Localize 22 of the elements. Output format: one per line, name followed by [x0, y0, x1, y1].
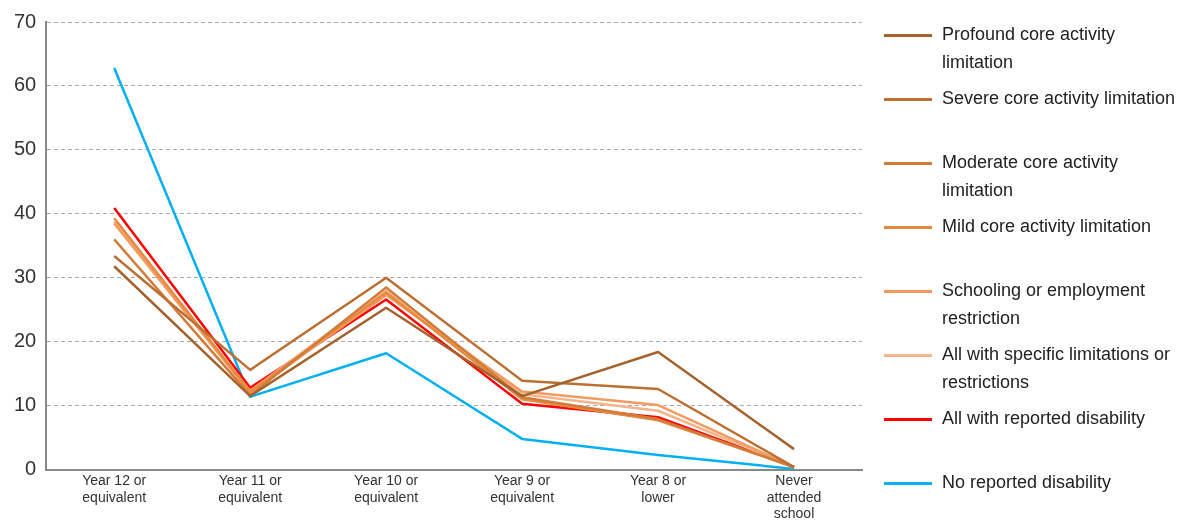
y-tick-label: 40	[14, 201, 37, 224]
y-tick-label: 0	[25, 457, 37, 480]
legend-label: Severe core activity limitation	[942, 87, 1176, 110]
y-tick-label: 10	[14, 393, 37, 416]
legend-label: No reported disability	[942, 471, 1112, 494]
y-tick-label: 20	[14, 329, 37, 352]
legend-label: Moderate core activity limitation	[942, 151, 1120, 202]
y-tick-label: 30	[14, 265, 37, 288]
legend-label: Mild core activity limitation	[942, 215, 1152, 238]
y-tick-label: 70	[14, 9, 37, 32]
y-tick-label: 50	[14, 137, 37, 160]
x-tick-label: Never attended school	[766, 471, 822, 522]
x-tick-label: Year 8 or lower	[629, 471, 687, 505]
legend-label: All with specific limitations or restrictions	[942, 343, 1172, 394]
legend-label: All with reported disability	[942, 407, 1146, 430]
legend-label: Profound core activity limitation	[942, 23, 1117, 74]
x-tick-label: Year 9 or equivalent	[490, 471, 555, 505]
y-tick-label: 60	[14, 73, 37, 96]
x-tick-label: Year 12 or equivalent	[82, 471, 147, 505]
legend-label: Schooling or employment restriction	[942, 279, 1147, 330]
x-tick-label: Year 10 or equivalent	[354, 471, 419, 505]
x-tick-label: Year 11 or equivalent	[218, 471, 283, 505]
